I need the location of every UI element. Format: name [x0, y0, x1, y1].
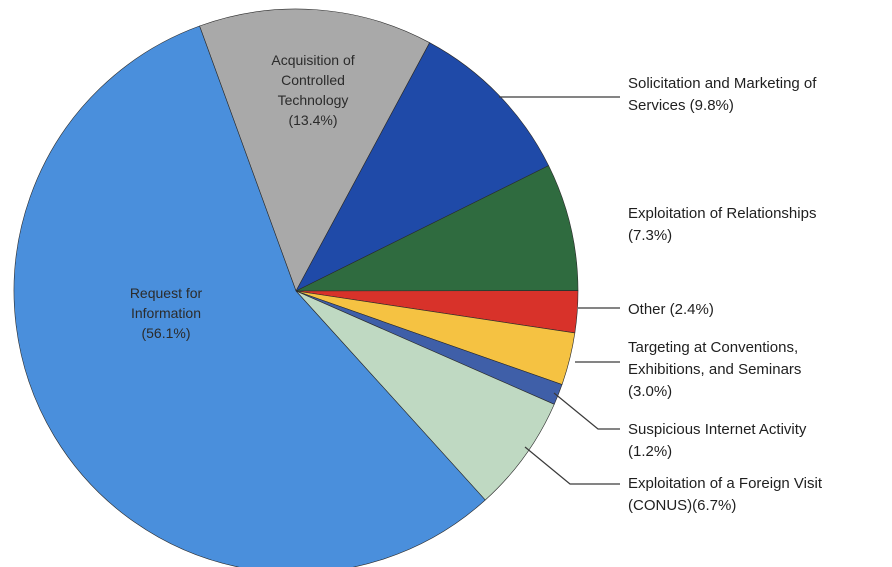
slice-label-exploitation-of-relationships: Exploitation of Relationships (7.3%): [628, 205, 816, 244]
slice-label-line: Controlled: [281, 72, 345, 88]
slice-label-solicitation-and-marketing-of-services: Solicitation and Marketing of Services (9…: [628, 75, 817, 114]
slice-label-line: Targeting at Conventions,: [628, 339, 798, 356]
slice-label-other: Other (2.4%): [628, 301, 714, 318]
leader-lines: [499, 96, 620, 485]
slice-label-request-for-information: Request for Information (56.1%): [130, 285, 203, 341]
slice-label-line: (56.1%): [141, 325, 190, 341]
leader-line-suspicious-internet-activity: [553, 392, 620, 430]
slice-label-acquisition-of-controlled-technology: Acquisition of Controlled Technology (13.4%…: [271, 52, 354, 128]
pie-slice-exploitation-of-a-foreign-visit-conus: [295, 290, 555, 501]
pie-slice-exploitation-of-relationships: [295, 165, 579, 292]
slice-label-line: Suspicious Internet Activity: [628, 421, 807, 438]
slice-label-targeting-at-conventions-exhibitions-and-seminars: Targeting at Conventions, Exhibitions, an…: [628, 339, 801, 400]
slice-label-line: (3.0%): [628, 383, 672, 400]
slice-label-line: (1.2%): [628, 443, 672, 460]
slice-label-line: Other (2.4%): [628, 301, 714, 318]
slice-label-line: Services (9.8%): [628, 97, 734, 114]
pie-slice-acquisition-of-controlled-technology: [199, 8, 430, 292]
slice-label-line: Exploitation of Relationships: [628, 205, 816, 222]
slice-label-line: Request for: [130, 285, 203, 301]
pie-slices: [13, 8, 579, 567]
slice-label-line: Exploitation of a Foreign Visit: [628, 475, 823, 492]
slice-label-line: Solicitation and Marketing of: [628, 75, 817, 92]
slice-label-line: Technology: [278, 92, 349, 108]
slice-label-exploitation-of-a-foreign-visit-conus: Exploitation of a Foreign Visit (CONUS)(6…: [628, 475, 823, 514]
slice-label-line: (7.3%): [628, 227, 672, 244]
slice-labels: Request for Information (56.1%) Acquisition…: [130, 52, 823, 514]
slice-label-line: Information: [131, 305, 201, 321]
slice-label-suspicious-internet-activity: Suspicious Internet Activity (1.2%): [628, 421, 807, 460]
slice-label-line: (CONUS)(6.7%): [628, 497, 736, 514]
pie-slice-solicitation-and-marketing-of-services: [295, 42, 549, 292]
slice-label-line: (13.4%): [288, 112, 337, 128]
slice-label-line: Acquisition of: [271, 52, 354, 68]
slice-label-line: Exhibitions, and Seminars: [628, 361, 801, 378]
leader-line-exploitation-of-a-foreign-visit-conus: [524, 446, 620, 485]
